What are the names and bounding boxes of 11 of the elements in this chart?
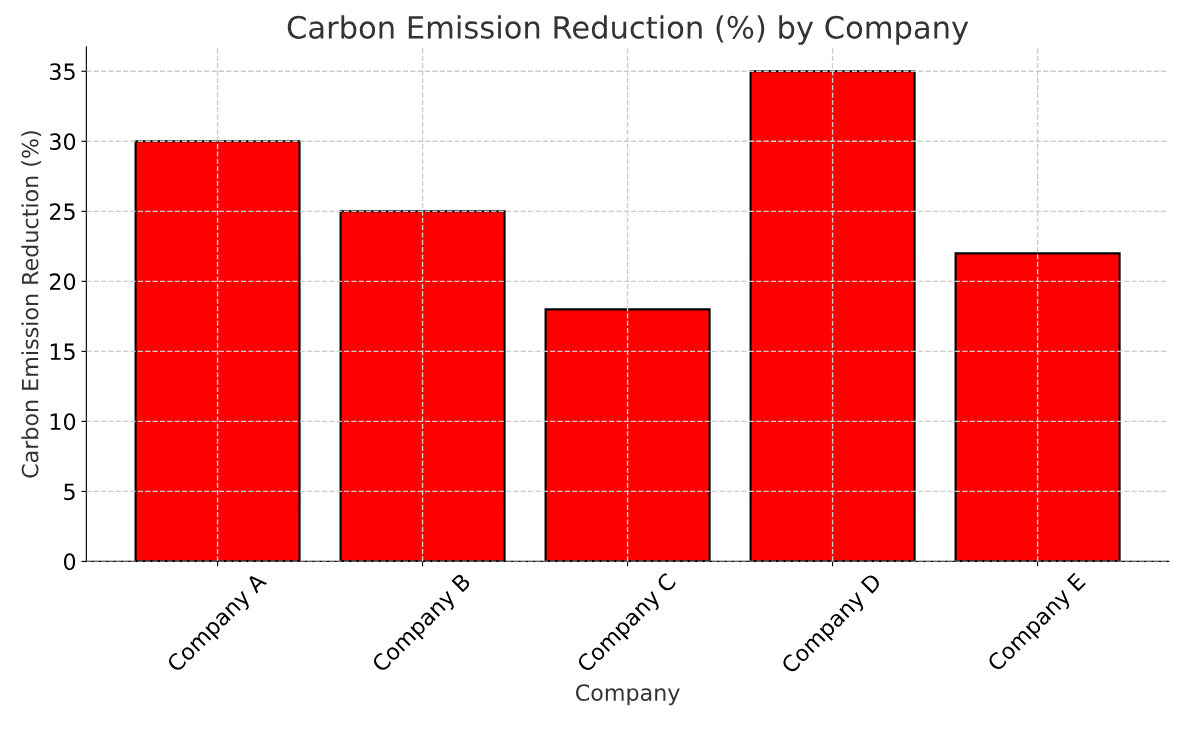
y-tick-label: 20: [49, 273, 76, 291]
y-axis-title: Carbon Emission Reduction (%): [21, 131, 42, 478]
y-tick-label: 25: [49, 203, 75, 221]
x-axis-title: Company: [575, 684, 680, 706]
y-tick-label: 15: [50, 343, 75, 361]
chart-title: Carbon Emission Reduction (%) by Company: [287, 15, 969, 45]
y-tick-label: 35: [50, 63, 75, 81]
y-tick-label: 0: [63, 553, 76, 571]
y-tick-label: 10: [50, 413, 76, 431]
y-tick-label: 5: [64, 483, 75, 501]
y-tick-label: 30: [50, 133, 76, 151]
